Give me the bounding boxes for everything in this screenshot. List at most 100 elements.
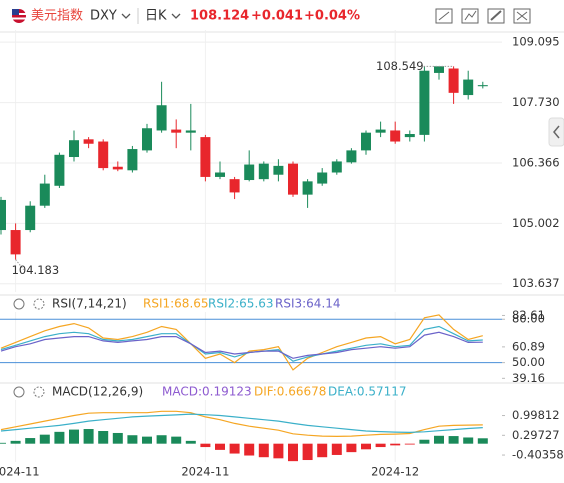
histogram-bar — [142, 436, 152, 444]
candle-body — [142, 128, 152, 151]
candle-body — [258, 163, 269, 180]
candle-body — [288, 163, 298, 195]
period[interactable]: 日K — [145, 9, 167, 24]
histogram-bar — [273, 443, 284, 459]
indicator-title: MACD(12,26,9) — [52, 385, 143, 399]
top-bar: 美元指数 DXY 日K 108.124 +0.041 +0.04% — [0, 8, 564, 33]
histogram-bar — [375, 443, 386, 448]
toolbar-icon[interactable] — [435, 8, 453, 24]
candle-body — [331, 161, 342, 173]
legend-entry: RSI1:68.65 — [143, 297, 209, 311]
settings-icon[interactable] — [33, 298, 45, 310]
histogram-bar — [127, 435, 138, 444]
hide-icon[interactable] — [13, 386, 25, 398]
icon-glyph — [438, 11, 450, 21]
y-tick-label: -0.40358 — [512, 448, 564, 462]
candle-body — [273, 165, 284, 175]
candle-body — [156, 105, 167, 131]
candle-body — [477, 85, 488, 87]
toolbar-icon[interactable] — [461, 8, 479, 24]
dropdown-arrow[interactable] — [121, 13, 131, 19]
histogram-bar — [448, 436, 459, 444]
histogram-bar — [434, 435, 444, 444]
histogram-bar — [69, 429, 79, 444]
histogram-bar — [171, 436, 182, 444]
candle-body — [419, 70, 430, 135]
candle-body — [171, 129, 182, 133]
histogram-bar — [390, 443, 401, 446]
icon-frame — [435, 8, 453, 24]
histogram-bar — [317, 443, 328, 458]
panel-icons — [13, 298, 45, 398]
y-tick-label: 0.99812 — [512, 408, 560, 422]
histogram-bar — [419, 439, 430, 444]
histogram-bar — [346, 443, 357, 453]
histogram-bar — [185, 440, 196, 444]
candle-body — [39, 183, 50, 206]
candle-body — [98, 141, 109, 169]
annotation: 104.183 — [12, 263, 60, 277]
flag-stripe — [12, 17, 26, 20]
candle-body — [185, 130, 196, 133]
collapse-button[interactable] — [548, 117, 564, 147]
indicator-title: RSI(7,14,21) — [52, 297, 127, 311]
candle-body — [200, 137, 211, 177]
icon-glyph — [490, 10, 502, 21]
indicator-line — [0, 331, 483, 359]
candle-body — [317, 172, 328, 184]
histogram-bar — [477, 438, 488, 444]
x-tick-label: 2024-11 — [181, 465, 229, 479]
histogram-bar — [331, 443, 342, 455]
legend-entry: DIF:0.66678 — [254, 385, 326, 399]
y-tick-label: 0.29727 — [512, 428, 560, 442]
histogram-bar — [463, 437, 474, 444]
candle-body — [0, 199, 6, 231]
y-tick-label: 82.61 — [512, 308, 545, 322]
candle-body — [434, 66, 444, 73]
histogram-bar — [302, 443, 313, 461]
icon-frame — [513, 8, 531, 24]
y-tick-label: 50.00 — [512, 355, 545, 369]
icon-glyph — [516, 11, 528, 21]
candle-body — [361, 132, 371, 151]
candle-body — [25, 205, 36, 231]
histogram-bar — [10, 440, 21, 444]
candle-body — [69, 140, 79, 158]
histogram-bar — [215, 443, 225, 450]
legend-entry: DEA:0.57117 — [328, 385, 407, 399]
candle-body — [127, 149, 138, 171]
legend-entry: RSI2:65.63 — [208, 297, 274, 311]
candle-body — [448, 68, 459, 93]
toolbar-icon[interactable] — [513, 8, 531, 24]
histogram-bar — [200, 443, 211, 448]
annotation-leader — [15, 259, 24, 270]
icon-frame — [487, 8, 505, 24]
y-tick-label: 80.00 — [512, 312, 545, 326]
histogram-bar — [244, 443, 255, 456]
button-frame — [548, 117, 564, 147]
histogram-bar — [229, 443, 240, 454]
toolbar-icon[interactable] — [487, 8, 505, 24]
histogram-bar — [258, 443, 269, 458]
instrument-name[interactable]: 美元指数 — [31, 9, 83, 24]
chevron — [553, 125, 560, 139]
settings-icon[interactable] — [33, 386, 45, 398]
y-tick-label: 107.730 — [512, 95, 560, 109]
candle-body — [463, 79, 474, 96]
histogram-bar — [83, 429, 94, 444]
candle-body — [375, 129, 386, 133]
histogram-bar — [39, 434, 50, 444]
last-price: 108.124 — [190, 9, 249, 24]
symbol[interactable]: DXY — [90, 9, 117, 24]
histogram-bar — [361, 443, 371, 450]
histogram-bar — [0, 442, 6, 444]
dropdown-arrow[interactable] — [171, 13, 181, 19]
indicator-line — [0, 410, 483, 438]
hide-icon[interactable] — [13, 298, 25, 310]
candle-body — [215, 172, 225, 177]
candle-body — [112, 166, 123, 170]
icon-glyph — [464, 10, 477, 21]
candle-body — [244, 164, 255, 181]
